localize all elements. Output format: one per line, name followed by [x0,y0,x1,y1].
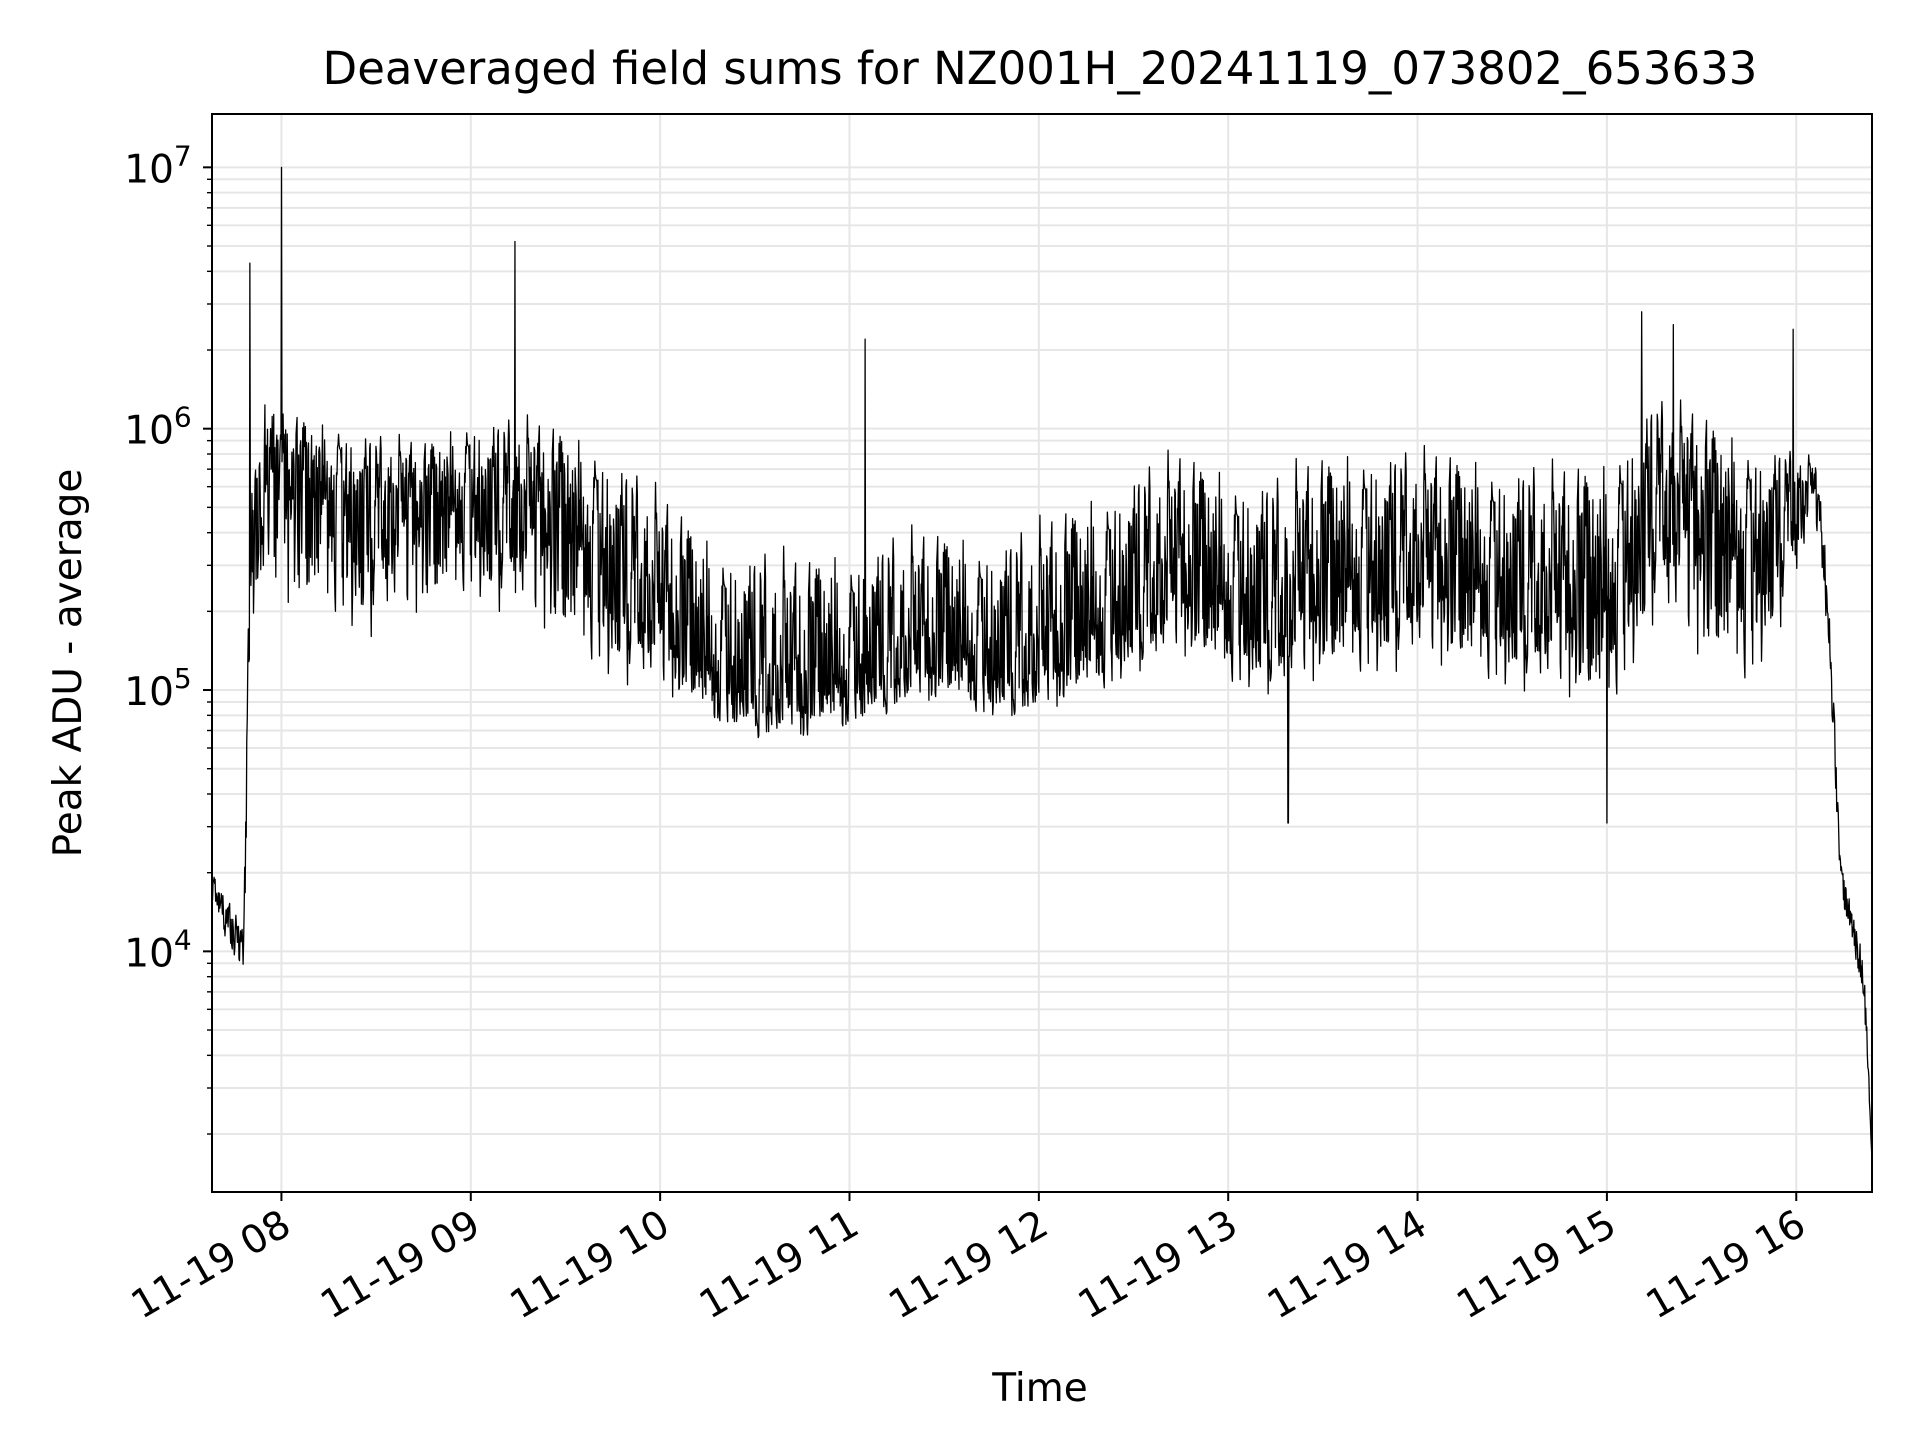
x-axis-label: Time [991,1366,1087,1411]
y-tick-label-exponent: 5 [174,662,192,695]
y-tick-label-base: 10 [124,147,174,192]
chart-title: Deaveraged field sums for NZ001H_2024111… [323,42,1758,95]
y-tick-label-exponent: 7 [174,139,192,172]
y-axis-label: Peak ADU - average [46,469,91,858]
series-layer [211,166,1873,1163]
y-tick-label-exponent: 6 [174,401,192,434]
plot-frame [211,113,1873,1193]
y-tick-label: 104 [124,923,191,976]
y-tick-label-base: 10 [124,670,174,715]
y-tick-label: 106 [124,401,191,454]
y-tick-label-exponent: 4 [174,923,192,956]
y-tick-label-base: 10 [124,931,174,976]
series-line [211,166,1873,1163]
y-tick-label-base: 10 [124,409,174,454]
y-tick-label: 107 [124,139,191,192]
y-tick-label: 105 [124,662,191,715]
grid-layer [212,114,1872,1192]
